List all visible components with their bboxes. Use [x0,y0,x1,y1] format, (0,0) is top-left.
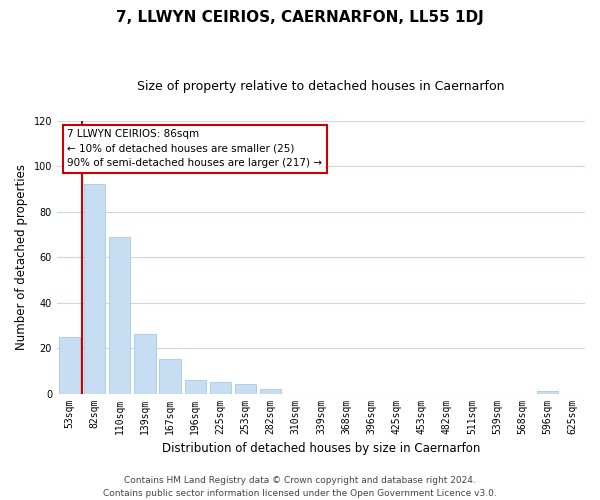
Bar [84,184,106,394]
Text: 7 LLWYN CEIRIOS: 86sqm
← 10% of detached houses are smaller (25)
90% of semi-det: 7 LLWYN CEIRIOS: 86sqm ← 10% of detached… [67,128,322,168]
Bar [109,236,130,394]
Text: Contains HM Land Registry data © Crown copyright and database right 2024.
Contai: Contains HM Land Registry data © Crown c… [103,476,497,498]
X-axis label: Distribution of detached houses by size in Caernarfon: Distribution of detached houses by size … [162,442,480,455]
Bar [160,360,181,394]
Bar [59,336,80,394]
Bar [260,389,281,394]
Bar [185,380,206,394]
Bar [209,382,231,394]
Bar [536,392,558,394]
Title: Size of property relative to detached houses in Caernarfon: Size of property relative to detached ho… [137,80,505,93]
Bar [134,334,155,394]
Text: 7, LLWYN CEIRIOS, CAERNARFON, LL55 1DJ: 7, LLWYN CEIRIOS, CAERNARFON, LL55 1DJ [116,10,484,25]
Bar [235,384,256,394]
Y-axis label: Number of detached properties: Number of detached properties [15,164,28,350]
